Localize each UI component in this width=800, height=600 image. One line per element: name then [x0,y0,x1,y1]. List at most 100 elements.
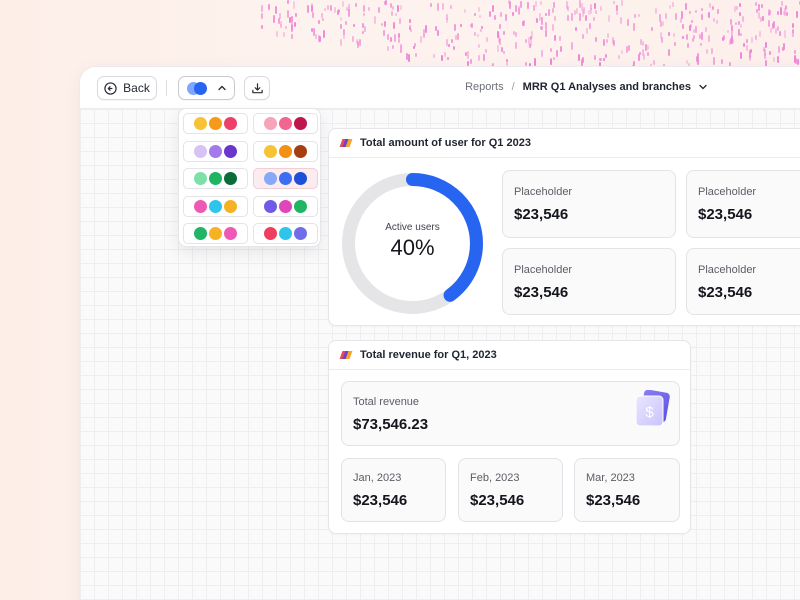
pattern-dot [693,35,696,39]
color-swatch-option[interactable] [183,113,248,134]
pattern-dot [731,29,734,37]
pattern-dot [392,6,395,10]
pattern-dot [529,44,532,48]
pattern-dot [667,48,670,57]
month-revenue-box[interactable]: Feb, 2023 $23,546 [458,458,563,522]
download-icon [251,82,263,93]
color-swatch-option[interactable] [253,223,318,244]
pattern-dot [697,52,700,60]
pattern-dot [647,51,650,56]
breadcrumb-current-dropdown[interactable]: MRR Q1 Analyses and branches [523,81,708,93]
pattern-dot [745,45,748,51]
color-swatch-option[interactable] [183,168,248,189]
pattern-dot [473,32,476,37]
swatch-color-dot [194,227,207,240]
pattern-dot [578,53,581,61]
color-swatch-option[interactable] [183,140,248,162]
pattern-dot [672,1,675,8]
pattern-dot [274,5,277,14]
color-swatch-option[interactable] [183,195,248,217]
download-button[interactable] [244,76,270,100]
pattern-dot [363,5,366,12]
users-card-header: Total amount of user for Q1 2023 [329,129,800,158]
stat-card[interactable]: Placeholder $23,546 [686,170,800,238]
pattern-dot [529,39,532,46]
pattern-dot [407,53,410,62]
pattern-dot [430,3,433,8]
pattern-dot [520,0,523,8]
pattern-dot [581,34,584,40]
pattern-dot [607,32,610,38]
color-swatch-option[interactable] [253,195,318,217]
color-theme-button[interactable] [178,76,235,100]
pattern-dot [534,58,537,66]
pattern-dot [450,5,453,9]
breadcrumb-reports[interactable]: Reports [465,81,504,93]
pattern-dot [783,10,786,15]
pattern-dot [383,0,386,6]
color-swatch-option[interactable] [253,140,318,162]
month-revenue-box[interactable]: Jan, 2023 $23,546 [341,458,446,522]
swatch-color-dot [209,172,222,185]
active-users-donut: Active users 40% [339,170,486,317]
back-button[interactable]: Back [97,76,157,100]
pattern-dot [585,28,588,35]
pattern-dot [311,12,314,19]
pattern-dot [320,13,323,19]
stat-label: Placeholder [698,186,757,198]
total-revenue-box[interactable]: Total revenue $73,546.23 $ [341,381,680,446]
month-revenue-box[interactable]: Mar, 2023 $23,546 [574,458,680,522]
pattern-dot [422,29,425,35]
pattern-dot [613,40,616,46]
pattern-dot [645,44,648,51]
pattern-dot [398,38,401,43]
pattern-dot [613,0,616,5]
color-swatch-option[interactable] [253,168,318,189]
stat-card[interactable]: Placeholder $23,546 [502,248,676,315]
pattern-dot [280,24,283,29]
pattern-dot [763,46,766,52]
pattern-dot [754,35,757,40]
pattern-dot [647,44,650,50]
swatch-color-dot [194,199,207,213]
pattern-dot [355,39,358,44]
pattern-dot [737,21,740,25]
swatch-color-dot [224,117,237,130]
pattern-dot [608,15,611,22]
pattern-dot [721,59,724,64]
pattern-dot [509,1,512,9]
pattern-dot [503,50,506,54]
pattern-dot [594,36,597,42]
pattern-dot [310,3,313,11]
month-label: Feb, 2023 [470,472,520,484]
pattern-dot [535,18,538,23]
pattern-dot [347,4,350,12]
stat-label: Placeholder [698,264,757,276]
swatch-color-dot [264,199,277,213]
pattern-dot [634,14,637,18]
pattern-dot [289,17,292,23]
swatch-color-dot [194,172,207,185]
pattern-dot [535,0,538,8]
pattern-dot [755,2,758,7]
color-swatch-option[interactable] [183,223,248,244]
pattern-dot [729,40,732,45]
pattern-dot [290,23,293,31]
pattern-dot [749,56,752,62]
pattern-dot [474,12,477,17]
pattern-dot [786,12,789,16]
pattern-dot [503,30,506,35]
pattern-dot [729,38,732,45]
pattern-dot [735,21,738,25]
pattern-dot [397,5,400,13]
pattern-dot [628,45,631,52]
pattern-dot [764,59,767,67]
pattern-dot [713,56,716,65]
pattern-dot [539,0,542,5]
stat-card[interactable]: Placeholder $23,546 [502,170,676,238]
stat-card[interactable]: Placeholder $23,546 [686,248,800,315]
color-swatch-option[interactable] [253,113,318,134]
pattern-dot [730,24,733,31]
pattern-dot [333,6,336,14]
pattern-dot [701,32,704,40]
